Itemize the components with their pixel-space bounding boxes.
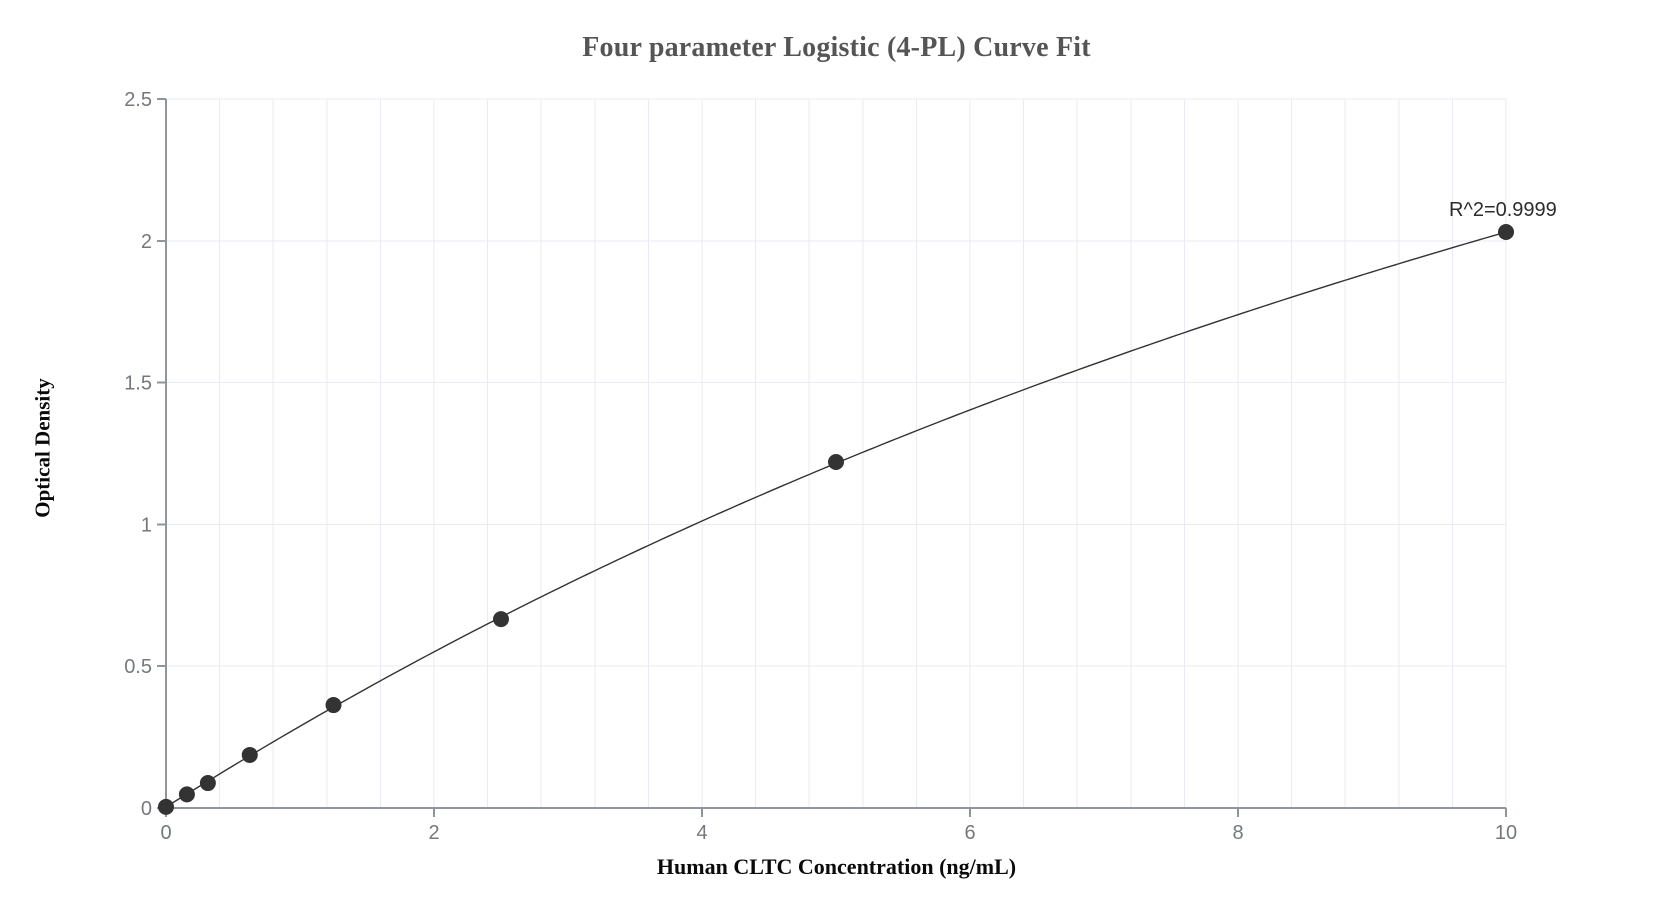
data-point <box>199 775 216 792</box>
x-tick-label: 10 <box>1495 822 1517 844</box>
chart-title: Four parameter Logistic (4-PL) Curve Fit <box>582 32 1091 63</box>
data-point <box>241 746 258 763</box>
y-tick-label: 1.5 <box>124 373 152 395</box>
data-point <box>325 697 342 714</box>
y-tick-label: 0 <box>141 798 152 820</box>
y-tick-label: 0.5 <box>124 656 152 678</box>
data-point <box>1498 224 1514 241</box>
data-point <box>493 611 509 628</box>
y-tick-label: 2.5 <box>124 89 152 111</box>
data-point <box>828 454 844 471</box>
y-tick-label: 1 <box>141 514 152 536</box>
x-axis-title: Human CLTC Concentration (ng/mL) <box>656 854 1017 879</box>
x-tick-label: 6 <box>964 822 975 844</box>
data-point <box>158 798 174 815</box>
x-tick-label: 0 <box>160 822 171 844</box>
fit-curve <box>165 231 1507 808</box>
r-squared-annotation: R^2=0.9999 <box>1449 199 1557 221</box>
x-tick-label: 2 <box>428 822 439 844</box>
data-point <box>178 786 195 803</box>
x-tick-label: 8 <box>1232 822 1243 844</box>
y-tick-label: 2 <box>141 231 152 253</box>
x-tick-label: 4 <box>696 822 707 844</box>
